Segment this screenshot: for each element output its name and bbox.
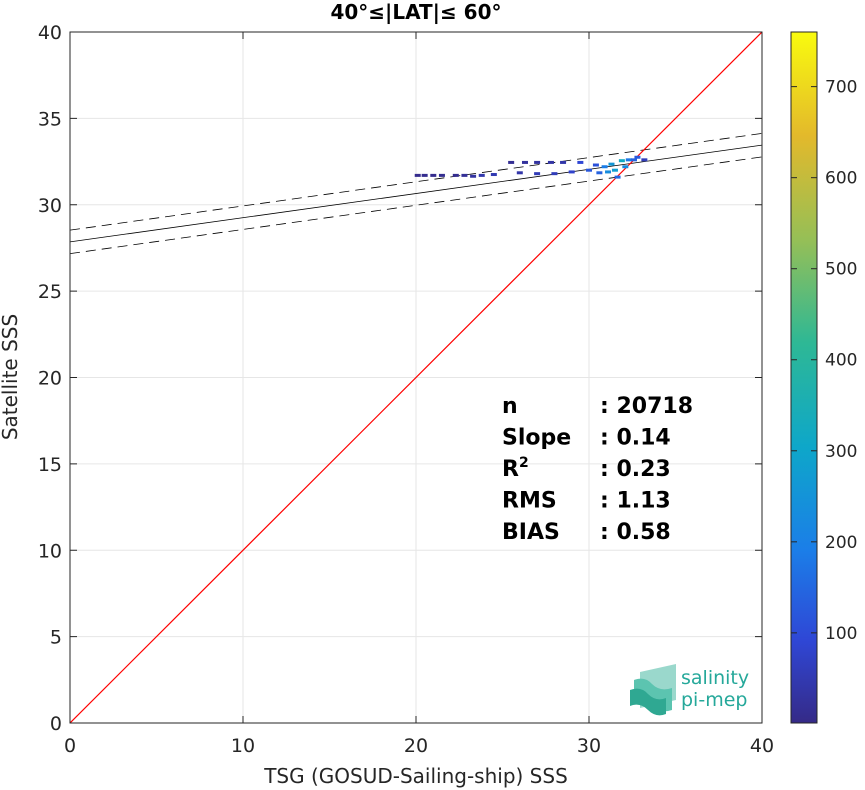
stat-label: Slope xyxy=(502,426,571,451)
stat-label: BIAS xyxy=(502,520,560,545)
y-axis-title: Satellite SSS xyxy=(0,314,22,440)
density-cell xyxy=(490,173,497,177)
density-cell xyxy=(618,159,625,163)
density-cell xyxy=(414,173,421,177)
stat-label: RMS xyxy=(502,489,557,514)
colorbar-tick-label: 100 xyxy=(825,624,857,644)
density-cell xyxy=(605,170,612,174)
density-cell xyxy=(592,163,599,167)
stat-value: : 0.14 xyxy=(600,426,671,451)
y-tick-label: 5 xyxy=(50,627,62,649)
density-cell xyxy=(560,160,567,164)
density-cell xyxy=(508,160,515,164)
y-tick-label: 20 xyxy=(38,368,62,390)
density-cell xyxy=(421,173,428,177)
density-cell xyxy=(601,165,608,169)
density-cell xyxy=(622,165,629,169)
stat-value: : 0.58 xyxy=(600,520,671,545)
stat-label: n xyxy=(502,394,518,419)
colorbar-tick-label: 700 xyxy=(825,78,857,98)
density-cell xyxy=(611,168,618,172)
density-cell xyxy=(614,175,621,179)
y-tick-label: 25 xyxy=(38,281,62,303)
density-cell xyxy=(577,160,584,164)
regression-band-line xyxy=(70,133,762,231)
density-cell xyxy=(470,174,477,178)
x-tick-label: 40 xyxy=(750,735,774,757)
density-cell xyxy=(547,160,554,164)
regression-band-line xyxy=(70,156,762,255)
logo-line1: salinity xyxy=(681,667,749,689)
density-cell xyxy=(534,172,541,176)
density-cell xyxy=(521,160,528,164)
salinity-pi-mep-logo: salinity pi-mep xyxy=(630,664,749,716)
density-cell xyxy=(641,158,648,162)
density-cell xyxy=(625,158,632,162)
density-cell xyxy=(596,171,603,175)
density-cell xyxy=(630,158,637,162)
density-cell xyxy=(430,173,437,177)
y-tick-label: 10 xyxy=(38,540,62,562)
density-cell xyxy=(534,160,541,164)
x-tick-label: 0 xyxy=(64,735,76,757)
stat-value: : 1.13 xyxy=(600,489,671,514)
density-cell xyxy=(551,172,558,176)
density-cell xyxy=(516,171,523,175)
colorbar-tick-label: 500 xyxy=(825,260,857,280)
x-tick-label: 10 xyxy=(231,735,255,757)
identity-line xyxy=(70,32,762,723)
colorbar-tick-label: 600 xyxy=(825,169,857,189)
density-cell xyxy=(568,170,575,174)
wave-icon xyxy=(630,664,676,716)
x-tick-label: 30 xyxy=(577,735,601,757)
colorbar-tick-label: 300 xyxy=(825,442,857,462)
stat-value: : 0.23 xyxy=(600,457,671,482)
density-cell xyxy=(438,173,445,177)
identity-line-group xyxy=(70,32,762,723)
y-tick-label: 30 xyxy=(38,195,62,217)
density-cell xyxy=(608,162,615,166)
density-cell xyxy=(478,173,485,177)
colorbar-tick-label: 400 xyxy=(825,351,857,371)
stat-value: : 20718 xyxy=(600,394,693,419)
y-tick-label: 0 xyxy=(50,713,62,735)
y-tick-label: 15 xyxy=(38,454,62,476)
y-tick-label: 40 xyxy=(38,22,62,44)
x-axis-title: TSG (GOSUD-Sailing-ship) SSS xyxy=(263,764,568,788)
logo-line2: pi-mep xyxy=(681,689,747,711)
y-tick-label: 35 xyxy=(38,108,62,130)
density-cells xyxy=(414,155,648,179)
density-cell xyxy=(634,155,641,159)
density-cell xyxy=(586,168,592,172)
chart-title: 40°≤|LAT|≤ 60° xyxy=(330,0,501,24)
colorbar-ticks: 100 200 300 400 500 600 700 xyxy=(791,78,857,644)
colorbar xyxy=(790,31,818,724)
density-cell xyxy=(452,173,459,177)
axis-ticks: 0 10 20 30 40 0 5 10 15 20 25 30 35 40 xyxy=(38,22,774,757)
colorbar-tick-label: 200 xyxy=(825,533,857,553)
density-cell xyxy=(461,173,468,177)
x-tick-label: 20 xyxy=(404,735,428,757)
